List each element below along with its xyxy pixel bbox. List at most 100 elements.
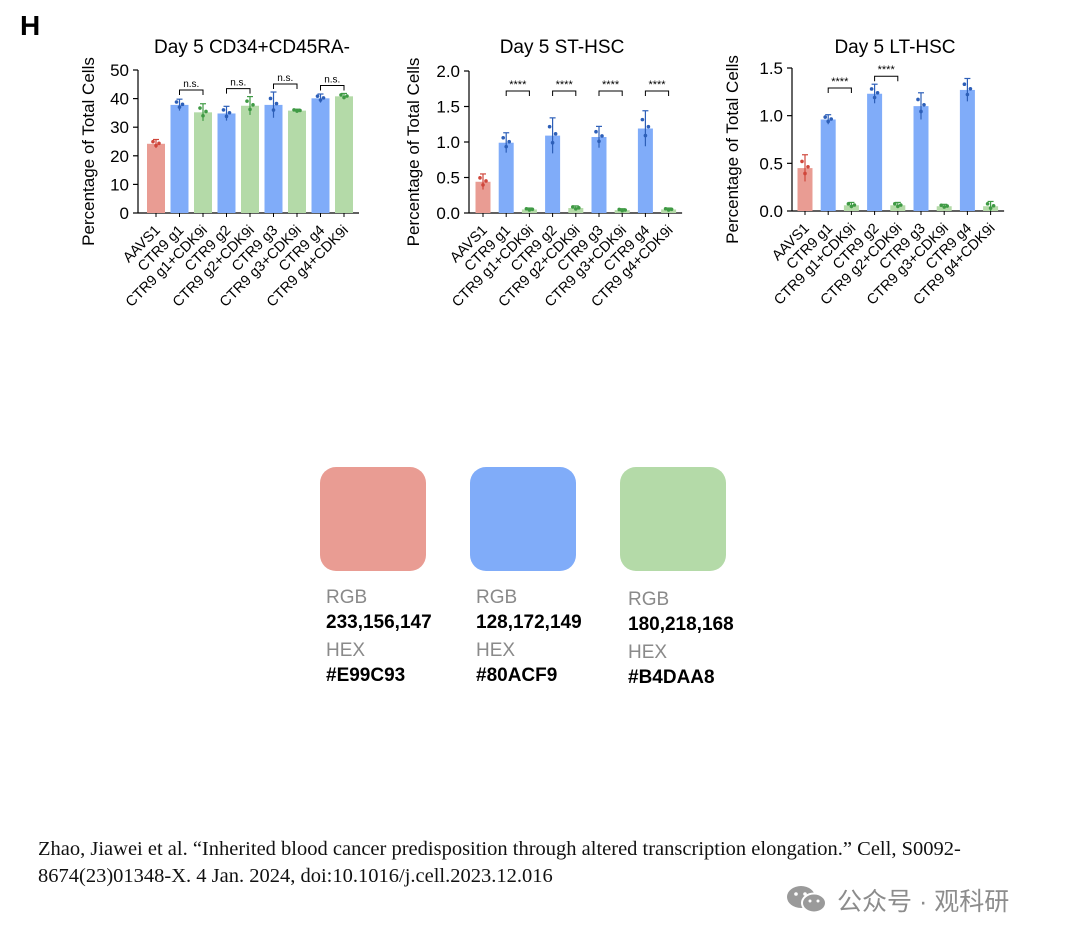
- significance-label: ****: [556, 79, 574, 91]
- rgb-label: RGB: [476, 587, 518, 608]
- hex-label: HEX: [628, 642, 668, 663]
- data-point: [524, 206, 529, 211]
- y-tick-label: 0.0: [436, 204, 460, 223]
- y-tick-label: 1.5: [436, 98, 460, 117]
- data-point: [484, 179, 488, 183]
- hex-label: HEX: [326, 640, 366, 661]
- data-point: [315, 94, 320, 98]
- data-point: [151, 139, 155, 144]
- data-point: [666, 208, 671, 212]
- data-point: [504, 144, 509, 149]
- y-tick-label: 40: [110, 90, 129, 109]
- data-point: [201, 113, 205, 118]
- data-point: [198, 106, 202, 110]
- data-point: [846, 202, 851, 206]
- charts-canvas: Day 5 CD34+CD45RA- Percentage of Total Ce…: [79, 37, 1005, 310]
- significance-bracket: [273, 83, 298, 90]
- data-point: [968, 86, 973, 91]
- data-point: [623, 208, 627, 212]
- chart-title: Day 5 LT-HSC: [834, 37, 955, 58]
- bar: [637, 128, 653, 213]
- y-tick-label: 10: [110, 175, 129, 194]
- bar: [147, 143, 165, 213]
- data-point: [321, 96, 326, 100]
- panel-letter: H: [20, 10, 41, 41]
- data-point: [594, 129, 598, 134]
- data-point: [571, 205, 575, 209]
- data-point: [893, 202, 897, 206]
- color-swatch-blue: [470, 467, 576, 571]
- data-point: [204, 109, 208, 114]
- rgb-value: 180,218,168: [628, 614, 734, 635]
- data-point: [318, 98, 323, 102]
- hex-label: HEX: [476, 640, 516, 661]
- significance-bracket: [827, 87, 852, 93]
- data-point: [295, 109, 299, 113]
- bar: [545, 135, 561, 213]
- bar: [288, 110, 306, 213]
- y-tick-label: 50: [110, 61, 129, 80]
- chart-title: Day 5 CD34+CD45RA-: [154, 37, 350, 58]
- bar: [498, 142, 514, 213]
- data-point: [916, 97, 920, 102]
- data-point: [991, 203, 996, 208]
- data-point: [872, 95, 877, 100]
- data-point: [268, 96, 273, 101]
- swatch-group-red: RGB 233,156,147 HEX #E99C93: [320, 467, 460, 688]
- bar: [591, 137, 607, 213]
- y-tick-label: 2.0: [436, 62, 460, 81]
- data-point: [945, 204, 949, 208]
- data-point: [899, 203, 903, 207]
- significance-bracket: [226, 88, 251, 94]
- data-point: [988, 206, 993, 210]
- data-point: [985, 202, 990, 206]
- wechat-icon: [787, 886, 827, 914]
- data-point: [577, 206, 581, 210]
- data-point: [154, 143, 158, 148]
- y-axis-label: Percentage of Total Cells: [723, 55, 742, 244]
- bar: [475, 181, 491, 213]
- rgb-label: RGB: [326, 587, 368, 608]
- swatch-group-blue: RGB 128,172,149 HEX #80ACF9: [470, 467, 610, 688]
- significance-bracket: [320, 84, 345, 91]
- data-point: [248, 107, 252, 112]
- data-point: [221, 108, 226, 112]
- significance-label: n.s.: [324, 74, 340, 85]
- hex-value: #B4DAA8: [628, 667, 715, 688]
- significance-label: ****: [602, 79, 620, 91]
- data-point: [224, 114, 229, 119]
- y-tick-label: 0.0: [759, 202, 783, 221]
- data-point: [251, 103, 255, 107]
- data-point: [849, 204, 854, 209]
- y-tick-label: 1.0: [759, 107, 783, 126]
- data-point: [617, 207, 621, 212]
- data-point: [869, 87, 874, 91]
- data-point: [620, 208, 624, 213]
- data-point: [177, 105, 182, 109]
- data-point: [803, 171, 807, 176]
- data-point: [339, 93, 343, 97]
- data-point: [298, 108, 302, 113]
- data-point: [896, 204, 900, 209]
- data-point: [274, 101, 279, 106]
- significance-label: n.s.: [230, 78, 246, 89]
- data-point: [823, 115, 827, 119]
- hex-value: #E99C93: [326, 665, 406, 686]
- data-point: [157, 141, 161, 146]
- significance-label: ****: [509, 79, 527, 91]
- significance-label: n.s.: [183, 79, 199, 90]
- watermark-text: 公众号 · 观科研: [837, 888, 1010, 916]
- data-point: [501, 135, 506, 140]
- bar: [170, 104, 189, 213]
- color-swatch-red: [320, 467, 426, 571]
- data-point: [640, 117, 645, 122]
- significance-bracket: [874, 75, 899, 82]
- data-point: [663, 206, 668, 211]
- data-point: [962, 82, 967, 87]
- significance-bracket: [505, 90, 530, 96]
- significance-label: ****: [878, 64, 896, 76]
- data-point: [643, 133, 648, 138]
- significance-bracket: [552, 90, 577, 96]
- bar: [217, 113, 236, 213]
- data-point: [478, 176, 482, 180]
